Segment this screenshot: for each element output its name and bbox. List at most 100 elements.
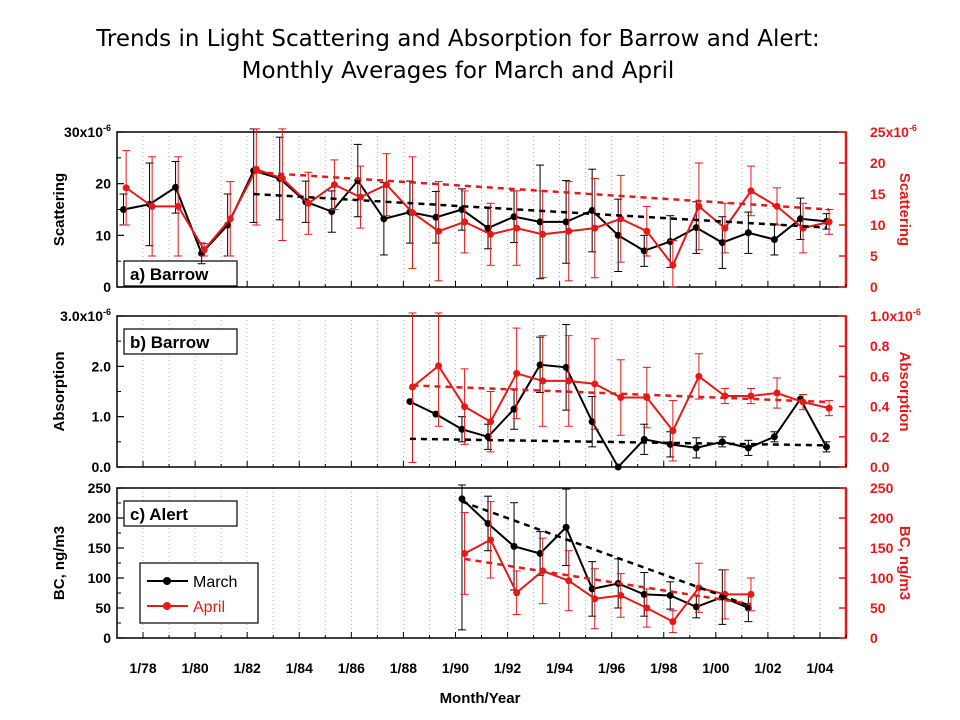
data-point <box>640 435 648 443</box>
data-point <box>666 591 674 599</box>
series-line <box>461 498 749 609</box>
right-y-tick-label: 150 <box>870 540 894 556</box>
right-y-tick-label: 100 <box>870 570 894 586</box>
data-point <box>432 410 440 418</box>
right-y-tick-label: 0.6 <box>870 368 890 384</box>
series-trend-april <box>464 557 752 606</box>
data-point <box>588 418 596 426</box>
panel-label: a) Barrow <box>130 265 209 284</box>
data-point <box>487 536 495 544</box>
data-point <box>510 542 518 550</box>
legend-april-marker <box>163 602 171 610</box>
data-point <box>510 405 518 413</box>
right-y-tick-label: 5 <box>870 248 878 264</box>
data-point <box>747 187 755 195</box>
left-y-tick-label: 100 <box>88 570 112 586</box>
x-tick-label: 1/80 <box>181 660 208 676</box>
right-y-tick-label: 15 <box>870 186 886 202</box>
left-y-tick-label: 10 <box>95 227 111 243</box>
data-point <box>744 229 752 237</box>
legend-march-label: March <box>193 574 237 591</box>
series-april <box>408 312 834 463</box>
panel-label-box <box>123 260 238 287</box>
data-point <box>770 433 778 441</box>
trend-line <box>461 500 749 607</box>
data-point <box>539 230 547 238</box>
data-point <box>226 215 234 223</box>
x-axis-label: Month/Year <box>440 690 521 707</box>
series-line <box>409 363 828 469</box>
data-point <box>588 585 596 593</box>
data-point <box>825 218 833 226</box>
x-tick-label: 1/00 <box>702 660 729 676</box>
data-point <box>614 231 622 239</box>
x-tick-label: 1/84 <box>286 660 313 676</box>
data-point <box>770 235 778 243</box>
x-tick-label: 1/82 <box>234 660 261 676</box>
data-point <box>461 549 469 557</box>
data-point <box>278 175 286 182</box>
data-point <box>484 519 492 527</box>
series-march <box>119 128 831 280</box>
data-point <box>695 202 703 210</box>
data-point <box>536 361 544 369</box>
x-tick-label: 1/04 <box>806 660 833 676</box>
left-y-tick-label: 0.0 <box>92 459 112 475</box>
right-y-tick-label: 50 <box>870 600 886 616</box>
data-point <box>458 495 466 503</box>
chart-title-line1: Trends in Light Scattering and Absorptio… <box>95 26 820 52</box>
data-point <box>487 418 495 426</box>
data-point <box>536 218 544 226</box>
panel-2: Absorption Absorption b) Barrow <box>51 312 913 471</box>
series-march <box>457 484 753 631</box>
right-y-tick-label: 0 <box>870 630 878 646</box>
right-y-tick-label: 0.2 <box>870 429 890 445</box>
trend-line <box>256 171 830 211</box>
x-tick-label: 1/92 <box>494 660 521 676</box>
trend-line <box>253 192 827 229</box>
data-point <box>565 377 573 385</box>
data-point <box>617 215 625 223</box>
panel-1: Scattering Scattering a) Barrow <box>51 128 913 288</box>
data-point <box>640 590 648 598</box>
x-tick-label: 1/90 <box>442 660 469 676</box>
x-tick-label: 1/94 <box>546 660 573 676</box>
data-point <box>666 238 674 246</box>
x-tick-label: 1/98 <box>650 660 677 676</box>
left-y-tick-label: 50 <box>95 600 111 616</box>
data-point <box>330 181 338 189</box>
data-point <box>380 215 388 223</box>
left-axis-title: BC, ng/m3 <box>51 526 68 600</box>
data-point <box>562 218 570 226</box>
legend-april-label: April <box>193 599 225 616</box>
trend-line <box>412 384 830 404</box>
data-point <box>148 202 156 210</box>
data-point <box>565 227 573 235</box>
x-tick-label: 1/88 <box>390 660 417 676</box>
left-y-tick-label: 20 <box>95 176 111 192</box>
panel-3: BC, ng/m3 BC, ng/m3 c) Alert <box>51 484 913 639</box>
data-point <box>669 618 677 626</box>
data-point <box>744 444 752 452</box>
data-point <box>614 463 622 471</box>
left-y-tick-label: 250 <box>88 480 112 496</box>
right-y-tick-label: 0 <box>870 279 878 295</box>
legend: March April <box>139 562 259 624</box>
trend-line <box>409 437 827 447</box>
series-trend-march <box>253 192 827 229</box>
data-point <box>510 213 518 221</box>
data-point <box>487 230 495 238</box>
left-y-tick-label: 30x10-6 <box>64 123 111 140</box>
data-point <box>304 199 312 207</box>
data-point <box>409 209 417 217</box>
data-point <box>406 398 414 406</box>
data-point <box>562 363 570 371</box>
data-point <box>695 584 703 592</box>
left-y-tick-label: 2.0 <box>92 358 112 374</box>
data-point <box>695 372 703 380</box>
data-point <box>669 261 677 269</box>
left-y-tick-label: 200 <box>88 510 112 526</box>
data-point <box>825 404 833 412</box>
data-point <box>252 165 260 173</box>
data-point <box>718 239 726 247</box>
